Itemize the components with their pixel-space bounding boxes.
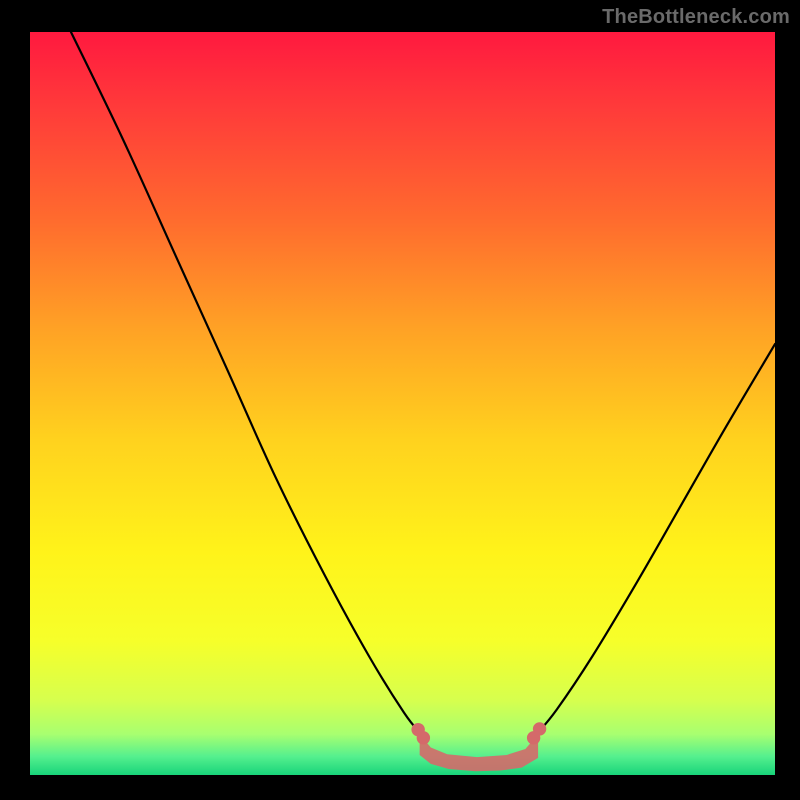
frame-bottom	[0, 775, 800, 800]
curve-layer	[30, 32, 775, 775]
plot-area	[30, 32, 775, 775]
chart-stage: TheBottleneck.com	[0, 0, 800, 800]
frame-right	[775, 0, 800, 800]
curve-right	[537, 344, 775, 734]
frame-left	[0, 0, 30, 800]
watermark-text: TheBottleneck.com	[602, 6, 790, 29]
valley-peak-band	[420, 734, 538, 771]
left-peak-dot-1	[417, 731, 430, 744]
curve-left	[71, 32, 421, 734]
right-peak-dot-1	[533, 722, 546, 735]
